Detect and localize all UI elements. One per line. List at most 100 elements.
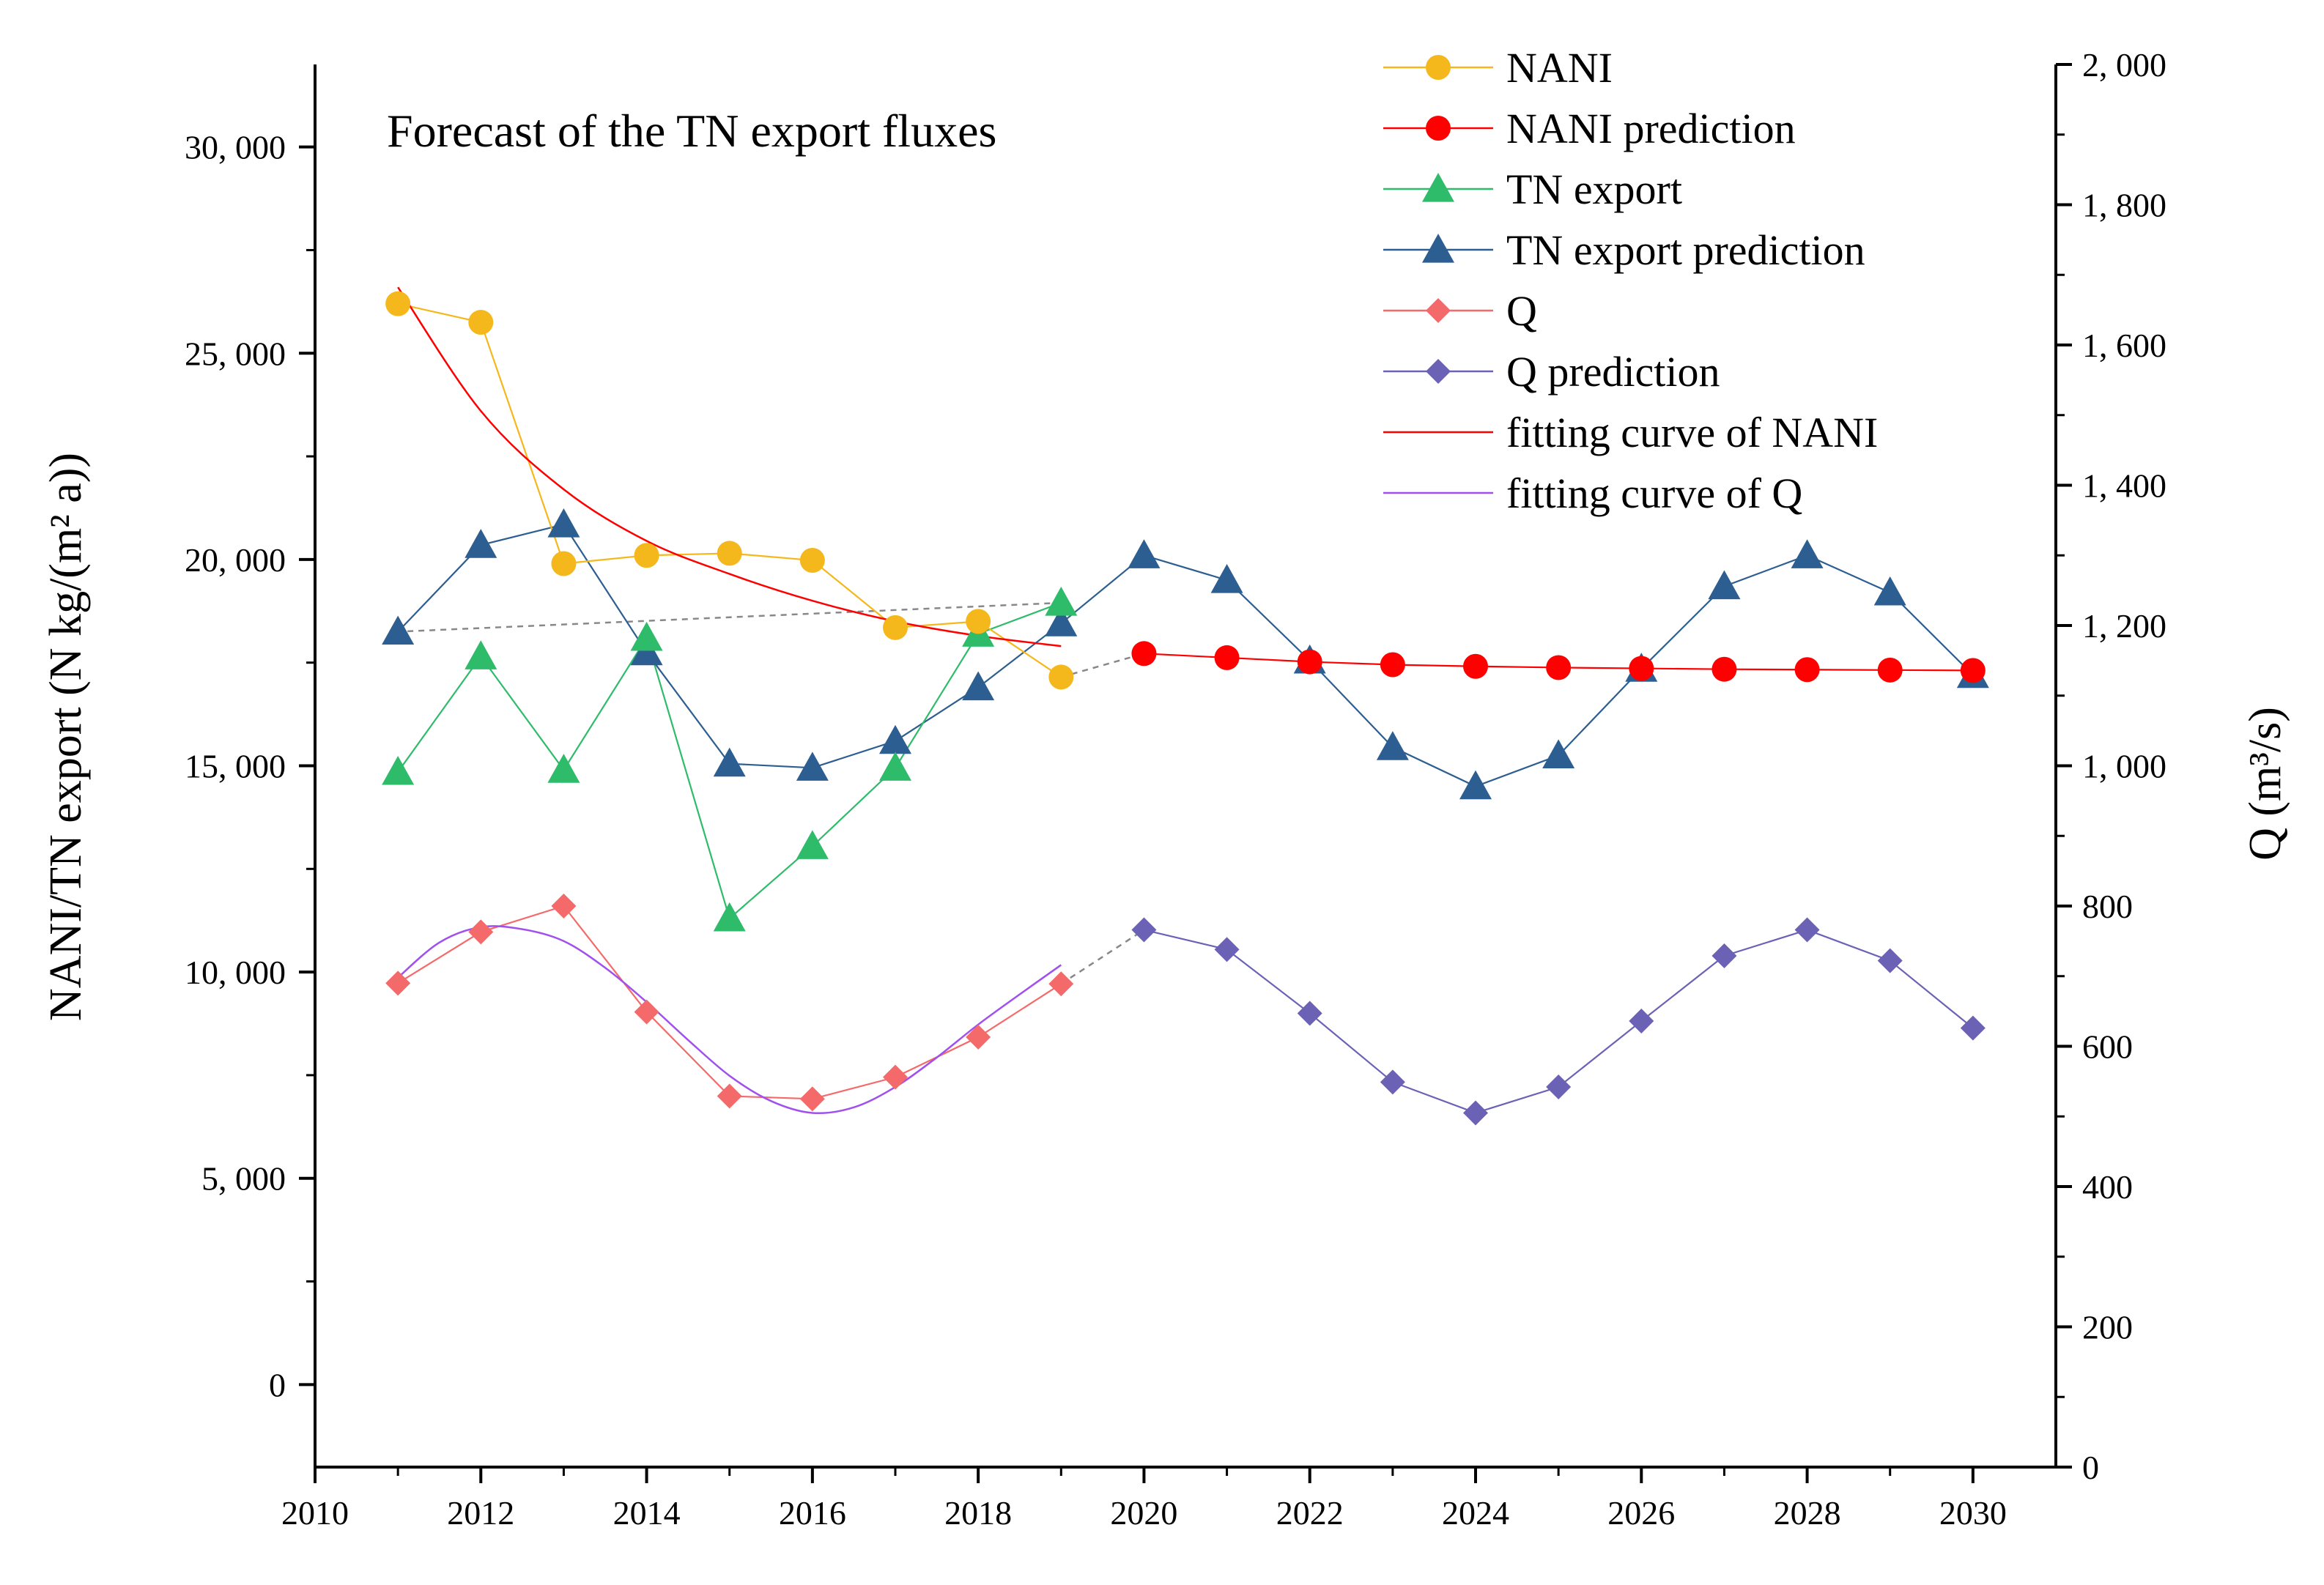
y-right-tick-label: 200 — [2082, 1309, 2133, 1346]
data-point-nani-prediction — [1794, 657, 1820, 683]
legend-label: fitting curve of NANI — [1506, 409, 1878, 456]
data-point-nani — [385, 291, 411, 316]
legend-label: TN export — [1506, 166, 1682, 213]
connector-line — [1060, 929, 1145, 985]
data-point-tn-export — [796, 830, 829, 859]
y-right-tick-label: 1, 800 — [2082, 187, 2166, 224]
y-right-tick-label: 400 — [2082, 1168, 2133, 1206]
legend-item-tn-export-prediction: TN export prediction — [1383, 226, 1865, 274]
series-markers-q — [385, 894, 1074, 1112]
series-markers-tn-export-prediction — [382, 508, 1989, 800]
data-point-nani — [1048, 664, 1074, 690]
legend-item-tn-export: TN export — [1383, 166, 1682, 213]
data-point-q — [468, 919, 494, 945]
series-line-fitting-curve-of-nani — [397, 286, 1062, 647]
data-point-q-prediction — [1463, 1100, 1488, 1126]
data-point-q — [1048, 971, 1074, 997]
x-tick-label: 2024 — [1442, 1494, 1509, 1532]
series-fitting-curve-of-q — [397, 925, 1062, 1115]
data-point-tn-export-prediction — [879, 724, 911, 754]
data-point-nani — [551, 551, 577, 576]
data-point-nani-prediction — [1131, 641, 1157, 667]
data-point-q-prediction — [1629, 1009, 1654, 1034]
data-point-tn-export-prediction — [1128, 539, 1161, 568]
data-point-q-prediction — [1794, 917, 1820, 943]
legend-swatch-marker — [1426, 298, 1451, 323]
x-tick-label: 2010 — [281, 1494, 349, 1532]
series-markers-nani-prediction — [1131, 641, 1986, 683]
x-tick-label: 2014 — [613, 1494, 681, 1532]
y-left-tick-label: 15, 000 — [185, 748, 286, 785]
data-point-q — [966, 1025, 991, 1050]
legend: NANI NANI prediction TN export TN export pr… — [1383, 44, 1878, 517]
y-right-tick-label: 1, 000 — [2082, 748, 2166, 785]
series-q — [397, 905, 1062, 1100]
y-right-ticks: 0 200 400 600 800 1, 000 1, 200 1, 400 1, 600 1, … — [2056, 46, 2166, 1486]
series-markers-q-prediction — [1131, 917, 1986, 1126]
chart-title: Forecast of the TN export fluxes — [387, 105, 996, 157]
series-line-tn-export-prediction — [397, 523, 1974, 787]
y-left-tick-label: 20, 000 — [185, 541, 286, 579]
data-point-q-prediction — [1297, 1001, 1322, 1026]
data-point-nani — [717, 541, 742, 566]
y-right-tick-label: 800 — [2082, 888, 2133, 925]
series-nani — [397, 302, 1062, 678]
data-point-tn-export-prediction — [1791, 539, 1824, 568]
data-point-tn-export-prediction — [382, 615, 415, 645]
data-point-tn-export — [547, 754, 580, 783]
series-layer — [382, 286, 1989, 1126]
legend-swatch-marker — [1422, 234, 1454, 263]
data-point-q-prediction — [1877, 948, 1903, 973]
data-point-tn-export-prediction — [1376, 731, 1409, 760]
y-right-tick-label: 600 — [2082, 1028, 2133, 1066]
x-tick-label: 2012 — [447, 1494, 514, 1532]
data-point-tn-export-prediction — [713, 747, 746, 777]
legend-label: Q prediction — [1506, 348, 1720, 396]
data-point-nani-prediction — [1297, 649, 1322, 675]
data-point-tn-export — [382, 755, 415, 785]
data-point-q-prediction — [1380, 1069, 1405, 1095]
data-point-nani — [799, 548, 825, 574]
data-point-nani-prediction — [1463, 653, 1488, 679]
data-point-tn-export-prediction — [547, 508, 580, 538]
y-left-tick-label: 5, 000 — [201, 1160, 286, 1198]
y-right-tick-label: 1, 600 — [2082, 327, 2166, 364]
legend-label: TN export prediction — [1506, 226, 1865, 274]
series-fitting-curve-of-nani — [397, 286, 1062, 647]
legend-item-nani: NANI — [1383, 44, 1613, 92]
legend-label: Q — [1506, 287, 1537, 335]
x-tick-label: 2020 — [1110, 1494, 1177, 1532]
y-left-tick-label: 10, 000 — [185, 954, 286, 991]
series-line-q — [397, 905, 1062, 1100]
y-left-ticks: 0 5, 000 10, 000 15, 000 20, 000 25, 000 30, 0… — [185, 129, 315, 1403]
data-point-nani-prediction — [1711, 656, 1737, 682]
y-axis-right-title: Q (m³/s) — [2240, 707, 2290, 861]
data-point-q — [385, 970, 411, 996]
y-left-tick-label: 25, 000 — [185, 335, 286, 372]
legend-item-q-prediction: Q prediction — [1383, 348, 1720, 396]
data-point-nani-prediction — [1380, 652, 1405, 678]
data-point-q-prediction — [1214, 937, 1240, 962]
legend-swatch-marker — [1426, 359, 1451, 384]
data-point-tn-export — [713, 902, 746, 932]
data-point-nani-prediction — [1960, 658, 1986, 683]
legend-swatch-marker — [1426, 116, 1451, 141]
data-point-q — [551, 894, 577, 918]
y-left-tick-label: 0 — [269, 1366, 286, 1403]
data-point-nani-prediction — [1546, 655, 1572, 680]
data-point-tn-export-prediction — [962, 671, 995, 701]
data-point-tn-export-prediction — [465, 529, 497, 558]
data-point-tn-export-prediction — [1045, 607, 1078, 636]
data-point-nani — [966, 609, 991, 634]
data-point-tn-export-prediction — [1542, 739, 1575, 769]
legend-swatch-marker — [1422, 173, 1454, 202]
data-point-tn-export-prediction — [1459, 770, 1492, 800]
y-right-tick-label: 1, 200 — [2082, 607, 2166, 645]
data-point-tn-export-prediction — [796, 751, 829, 781]
y-right-tick-label: 1, 400 — [2082, 467, 2166, 505]
y-right-tick-label: 0 — [2082, 1449, 2099, 1486]
data-point-tn-export-prediction — [1210, 564, 1243, 593]
connector-line — [398, 601, 1062, 633]
y-right-tick-label: 2, 000 — [2082, 46, 2166, 83]
legend-label: NANI — [1506, 44, 1613, 92]
